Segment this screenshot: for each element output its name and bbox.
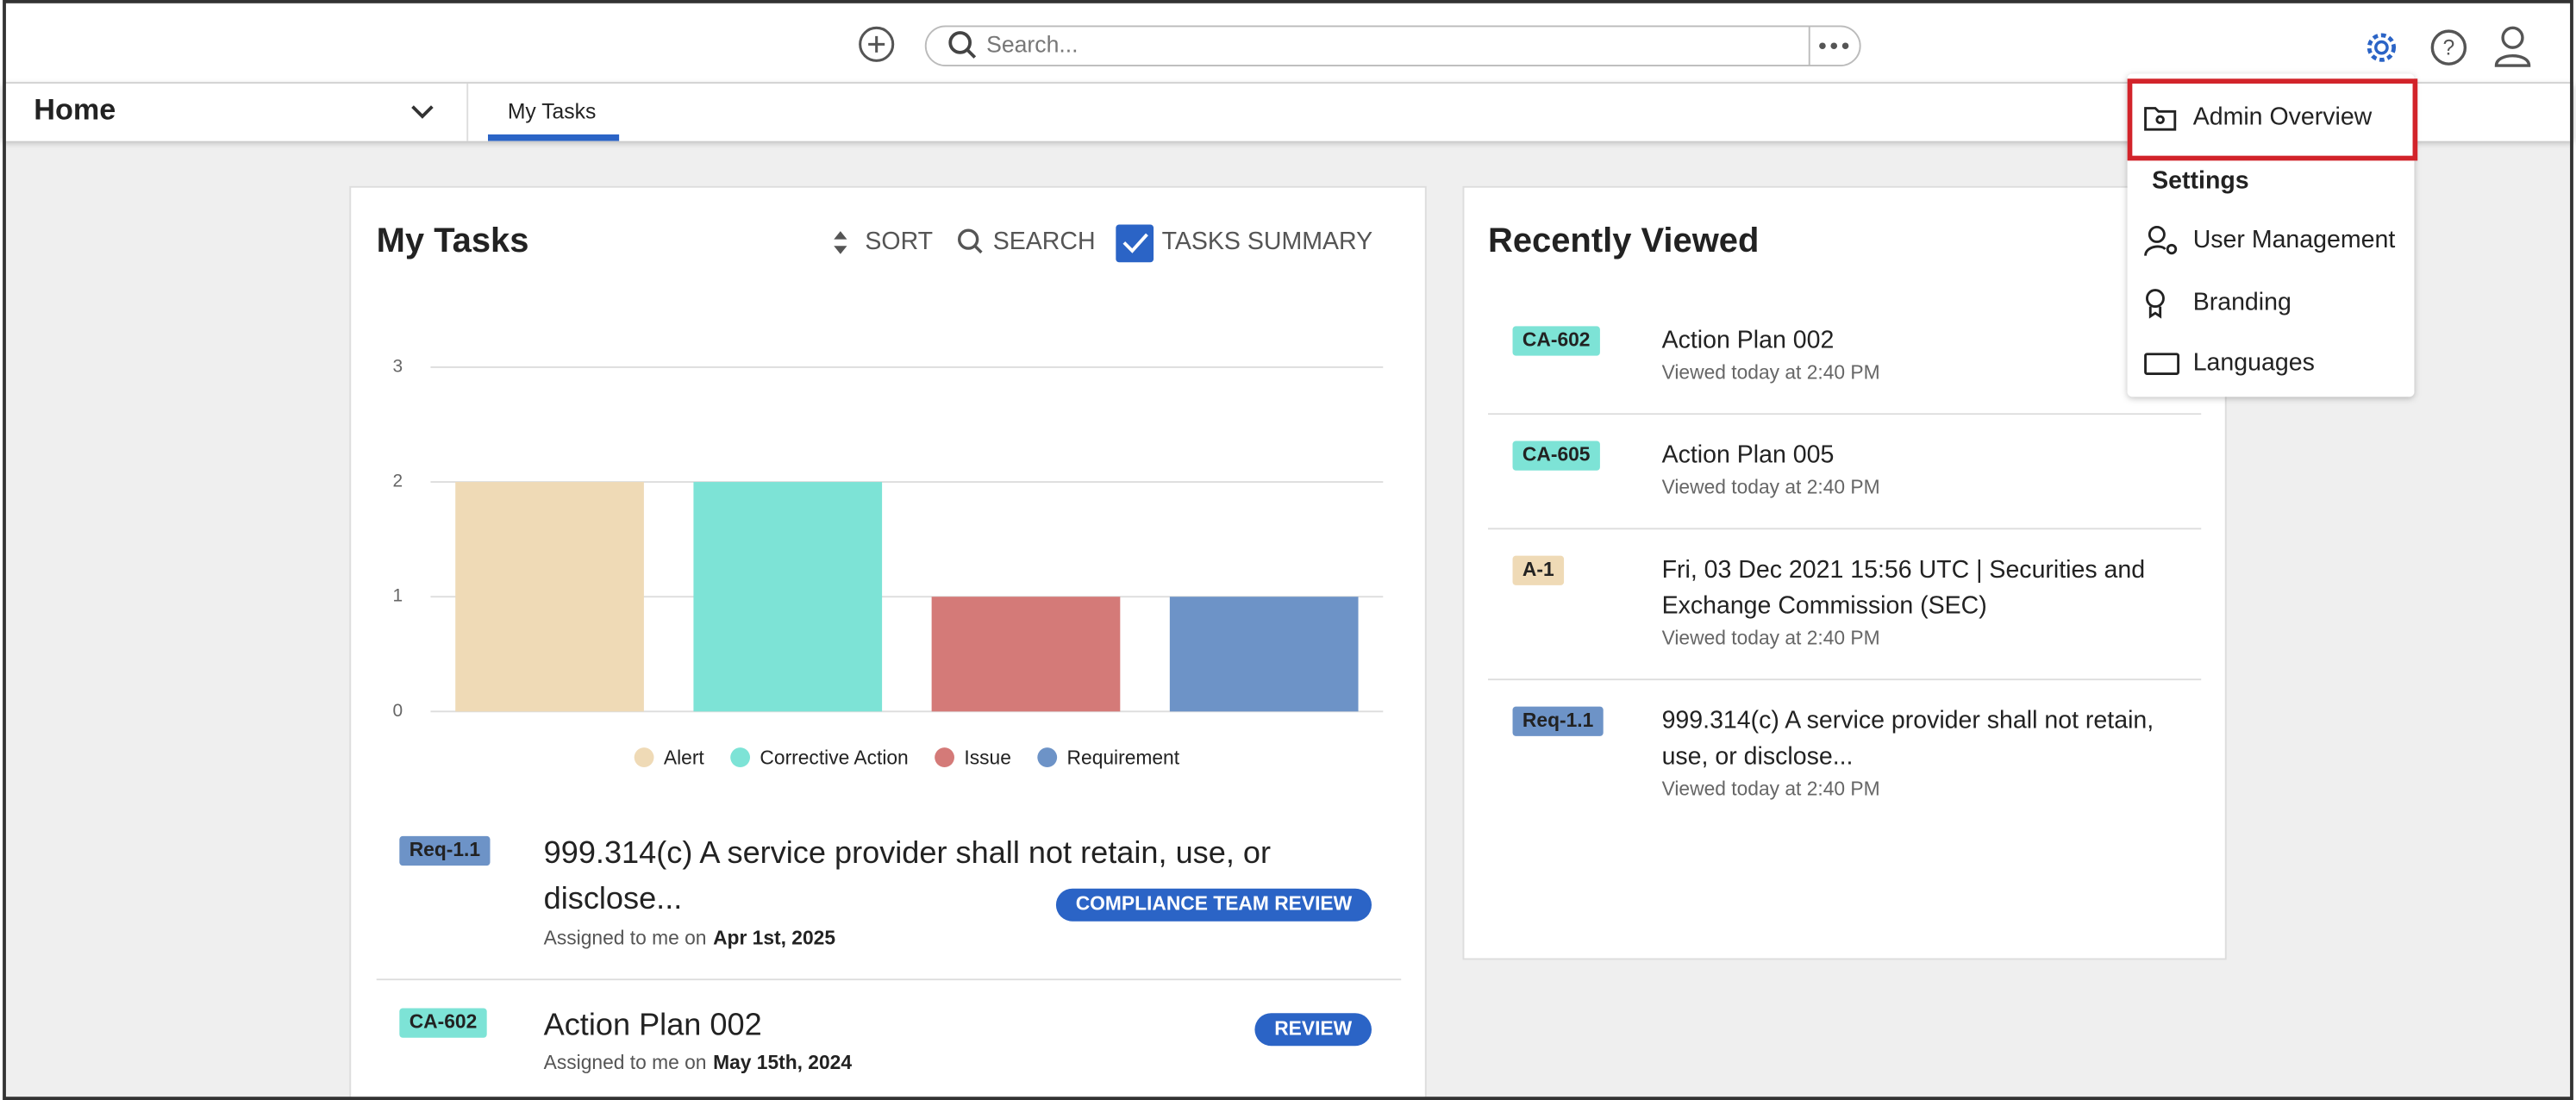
dividers bbox=[1488, 413, 2202, 681]
bar bbox=[1169, 597, 1359, 712]
search-icon bbox=[948, 31, 972, 54]
menu-item[interactable]: User Management bbox=[2193, 226, 2396, 253]
tag bbox=[1512, 555, 1565, 585]
tag-label: A-1 bbox=[1522, 558, 1554, 580]
add-icon bbox=[868, 35, 885, 53]
y-tick-label: 3 bbox=[392, 356, 403, 376]
tab-underline bbox=[488, 134, 620, 141]
assigned-date: Apr 1st, 2025 bbox=[713, 927, 835, 949]
search-icon bbox=[965, 47, 977, 59]
assigned-label: Assigned to me on bbox=[544, 1051, 707, 1073]
item-title[interactable]: Action Plan 005 bbox=[1662, 441, 1835, 468]
home-label[interactable]: Home bbox=[34, 93, 116, 126]
legend-marker bbox=[634, 747, 654, 767]
menu-section: Settings bbox=[2152, 167, 2249, 195]
y-tick-label: 2 bbox=[392, 472, 403, 491]
svg-text:?: ? bbox=[2442, 37, 2454, 60]
legend-label: Requirement bbox=[1067, 746, 1180, 768]
search-icon bbox=[973, 245, 983, 254]
legend-label: Alert bbox=[664, 746, 705, 768]
item-title[interactable]: Action Plan 002 bbox=[1662, 326, 1835, 353]
tag-label: CA-602 bbox=[1522, 328, 1591, 351]
menu-item[interactable]: Branding bbox=[2193, 288, 2292, 316]
more-button[interactable] bbox=[1819, 42, 1849, 50]
card-title: Recently Viewed bbox=[1488, 222, 1759, 259]
status-pill bbox=[1254, 1013, 1372, 1047]
item-viewed: Viewed today at 2:40 PM bbox=[1662, 627, 1880, 649]
tag bbox=[1512, 441, 1600, 471]
menu-icons bbox=[2144, 107, 2180, 375]
menu-item[interactable]: Languages bbox=[2193, 349, 2315, 377]
item-viewed: Viewed today at 2:40 PM bbox=[1662, 778, 1880, 800]
task-title[interactable]: Action Plan 002 bbox=[544, 1006, 762, 1041]
frame bbox=[3, 0, 2573, 1100]
sort-button[interactable]: SORT bbox=[865, 228, 933, 255]
tab-label[interactable]: My Tasks bbox=[508, 101, 597, 124]
tag bbox=[1512, 326, 1600, 356]
check-icon bbox=[1122, 233, 1148, 253]
legend-label: Issue bbox=[964, 746, 1011, 768]
legend-marker bbox=[730, 747, 751, 767]
tag-label: CA-605 bbox=[1522, 443, 1591, 466]
item-title[interactable]: Fri, 03 Dec 2021 15:56 UTC | Securities … bbox=[1662, 555, 2146, 619]
dropdown-menu bbox=[2127, 73, 2415, 397]
y-tick-label: 1 bbox=[392, 586, 403, 606]
search-placeholder: Search... bbox=[986, 31, 1079, 57]
legend-marker bbox=[935, 747, 954, 767]
item-viewed: Viewed today at 2:40 PM bbox=[1662, 476, 1880, 498]
user-button[interactable] bbox=[2494, 26, 2531, 67]
tag-label: Req-1.1 bbox=[1522, 709, 1594, 731]
legend-label: Corrective Action bbox=[760, 746, 908, 768]
item-viewed: Viewed today at 2:40 PM bbox=[1662, 361, 1880, 384]
assigned-label: Assigned to me on bbox=[544, 927, 707, 949]
search-button[interactable]: SEARCH bbox=[993, 228, 1096, 255]
bar bbox=[931, 597, 1121, 712]
y-tick-label: 0 bbox=[392, 701, 403, 721]
status-label: REVIEW bbox=[1274, 1016, 1352, 1039]
highlight-box bbox=[2127, 78, 2418, 161]
help-button[interactable]: ? bbox=[2430, 29, 2467, 66]
sort-icon bbox=[834, 231, 847, 254]
search-box[interactable] bbox=[924, 25, 1861, 67]
summary-toggle[interactable]: TASKS SUMMARY bbox=[1162, 228, 1373, 255]
home-chevron[interactable] bbox=[411, 105, 434, 119]
task-title[interactable]: 999.314(c) A service provider shall not … bbox=[544, 834, 1271, 915]
settings-button[interactable] bbox=[2367, 33, 2397, 62]
checkbox[interactable] bbox=[1116, 224, 1154, 263]
bar bbox=[693, 482, 883, 712]
tag bbox=[399, 1008, 487, 1038]
legend-marker bbox=[1037, 747, 1058, 767]
assigned-date: May 15th, 2024 bbox=[713, 1051, 852, 1073]
search-icon bbox=[958, 228, 979, 250]
recent-card bbox=[1462, 185, 2227, 960]
item-title[interactable]: 999.314(c) A service provider shall not … bbox=[1662, 706, 2154, 770]
tag bbox=[399, 835, 491, 866]
status-pill bbox=[1055, 888, 1372, 922]
tag-label: Req-1.1 bbox=[410, 838, 481, 860]
card-title: My Tasks bbox=[377, 222, 529, 259]
status-label: COMPLIANCE TEAM REVIEW bbox=[1076, 892, 1353, 915]
menu-item[interactable]: Admin Overview bbox=[2193, 103, 2373, 130]
tag-label: CA-602 bbox=[410, 1010, 478, 1033]
tag bbox=[1512, 706, 1604, 736]
bar bbox=[455, 482, 644, 712]
add-button[interactable] bbox=[859, 26, 895, 62]
